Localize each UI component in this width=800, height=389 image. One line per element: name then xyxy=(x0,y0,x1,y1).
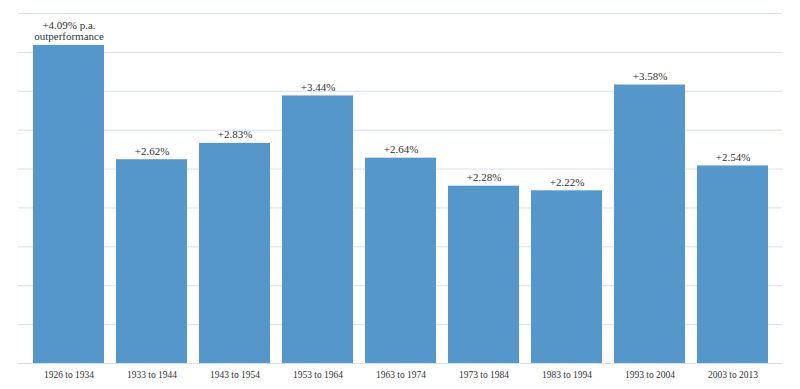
svg-text:1926 to 1934: 1926 to 1934 xyxy=(44,370,94,380)
svg-text:+2.62%: +2.62% xyxy=(135,145,170,157)
svg-text:2003 to 2013: 2003 to 2013 xyxy=(708,370,758,380)
svg-text:+2.22%: +2.22% xyxy=(550,176,585,188)
svg-text:1973 to 1984: 1973 to 1984 xyxy=(459,370,509,380)
svg-text:+4.09% p.a.outperformance: +4.09% p.a.outperformance xyxy=(34,19,104,42)
svg-text:+2.54%: +2.54% xyxy=(716,151,751,163)
svg-text:+2.28%: +2.28% xyxy=(467,171,502,183)
svg-text:1953 to 1964: 1953 to 1964 xyxy=(293,370,343,380)
svg-text:+3.44%: +3.44% xyxy=(301,81,336,93)
svg-text:+2.64%: +2.64% xyxy=(384,143,419,155)
svg-text:+2.83%: +2.83% xyxy=(218,128,253,140)
svg-text:1933 to 1944: 1933 to 1944 xyxy=(127,370,177,380)
svg-text:1983 to 1994: 1983 to 1994 xyxy=(542,370,592,380)
svg-text:+3.58%: +3.58% xyxy=(633,70,668,82)
svg-text:1963 to 1974: 1963 to 1974 xyxy=(376,370,426,380)
svg-text:1993 to 2004: 1993 to 2004 xyxy=(625,370,675,380)
svg-text:1943 to 1954: 1943 to 1954 xyxy=(210,370,260,380)
